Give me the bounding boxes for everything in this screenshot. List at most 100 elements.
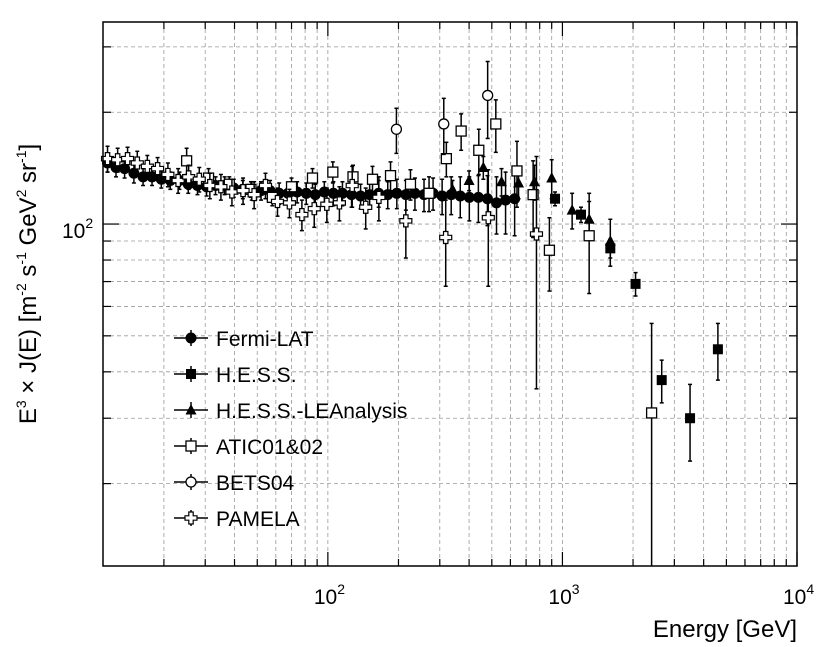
legend-label: BETS04: [216, 472, 295, 495]
grid: [103, 22, 798, 566]
data-point: [140, 159, 154, 173]
data-point: [282, 196, 297, 210]
data-point: [477, 161, 489, 172]
data-point: [111, 153, 125, 167]
x-tick-label-10000: 104: [783, 581, 814, 609]
data-point: [270, 194, 285, 209]
data-point: [482, 89, 494, 102]
data-point: [481, 193, 493, 205]
series-atic01-02: [180, 99, 658, 566]
data-point: [472, 191, 484, 203]
legend-marker: [184, 511, 198, 525]
x-tick-label-100: 102: [314, 581, 345, 609]
data-point: [438, 118, 450, 130]
data-point: [161, 167, 175, 182]
data-point: [439, 230, 453, 245]
data-point: [320, 197, 334, 211]
data-point: [490, 118, 502, 130]
data-point: [399, 214, 413, 228]
data-point: [473, 144, 485, 156]
legend-item-pamela: PAMELA: [174, 508, 300, 531]
data-point: [630, 278, 641, 289]
data-point: [306, 172, 319, 184]
x-tick-labels: 102 103 104: [314, 581, 814, 609]
data-point: [192, 172, 206, 186]
data-point: [359, 200, 373, 214]
data-point: [236, 184, 250, 198]
data-point: [247, 188, 261, 202]
legend-label: Fermi-LAT: [216, 328, 314, 351]
series-pamela: [100, 145, 544, 390]
data-point: [182, 170, 196, 184]
data-point: [491, 197, 503, 209]
data-point: [327, 166, 339, 178]
series-h-e-s-s-leanalysis: [447, 155, 616, 267]
data-point: [332, 196, 347, 210]
legend-label: H.E.S.S.-LEAnalysis: [216, 400, 407, 423]
data-point: [550, 193, 561, 204]
data-point: [447, 183, 459, 194]
data-point: [171, 173, 185, 188]
data-point: [463, 174, 475, 185]
data-point: [355, 190, 367, 202]
data-point: [546, 172, 558, 183]
data-point: [203, 178, 217, 193]
data-point: [566, 204, 578, 215]
legend-item-fermi-lat: Fermi-LAT: [174, 328, 314, 351]
data-point: [528, 175, 540, 187]
data-point: [511, 165, 523, 177]
data-point: [463, 191, 475, 203]
data-point: [307, 202, 321, 216]
series-h-e-s-s: [550, 191, 723, 462]
data-point: [513, 176, 525, 188]
data-point: [225, 185, 239, 199]
plot-frame: [102, 21, 798, 567]
data-point: [130, 156, 144, 170]
data-point: [372, 190, 386, 204]
legend-marker: [185, 404, 197, 415]
data-point: [120, 152, 135, 166]
legend-marker: [186, 369, 196, 379]
series-fermi-lat: [102, 153, 521, 237]
data-point: [712, 344, 723, 355]
data-point: [300, 187, 312, 199]
data-point: [345, 178, 359, 193]
data-point: [576, 209, 587, 220]
legend-marker: [185, 440, 197, 452]
data-point: [366, 173, 379, 185]
data-point: [258, 178, 273, 193]
data-point: [527, 188, 539, 201]
legend-item-atic01-02: ATIC01&02: [174, 436, 323, 459]
legend-label: ATIC01&02: [216, 436, 323, 459]
data-point: [423, 187, 435, 199]
data-point: [404, 178, 417, 190]
legend-item-h-e-s-s: H.E.S.S.: [174, 364, 297, 387]
data-point: [285, 181, 298, 193]
data-point: [481, 211, 495, 225]
data-point: [391, 187, 403, 199]
data-layer: [100, 60, 723, 566]
data-point: [529, 227, 544, 241]
data-point: [150, 162, 165, 176]
data-point: [645, 407, 658, 419]
legend: Fermi-LAT H.E.S.S. H.E.S.S.-LEAnalysis ATIC…: [174, 328, 407, 531]
data-point: [685, 413, 696, 424]
data-point: [180, 155, 193, 167]
data-point: [496, 175, 508, 187]
data-point: [295, 208, 309, 222]
data-point: [390, 123, 403, 135]
y-tick-label-100: 102: [62, 215, 93, 243]
data-point: [440, 153, 453, 165]
y-tick-labels: 102: [62, 215, 93, 243]
legend-marker: [185, 476, 197, 488]
data-point: [543, 244, 556, 256]
legend-marker: [185, 332, 197, 344]
data-point: [100, 152, 115, 166]
data-point: [583, 230, 595, 242]
legend-label: PAMELA: [216, 508, 300, 531]
data-point: [384, 169, 397, 182]
y-axis-title: E3 × J(E) [m-2 s-1 GeV2 sr-1]: [13, 144, 42, 424]
legend-label: H.E.S.S.: [216, 364, 297, 387]
x-axis-title: Energy [GeV]: [653, 616, 797, 643]
x-tick-label-1000: 103: [548, 581, 579, 609]
